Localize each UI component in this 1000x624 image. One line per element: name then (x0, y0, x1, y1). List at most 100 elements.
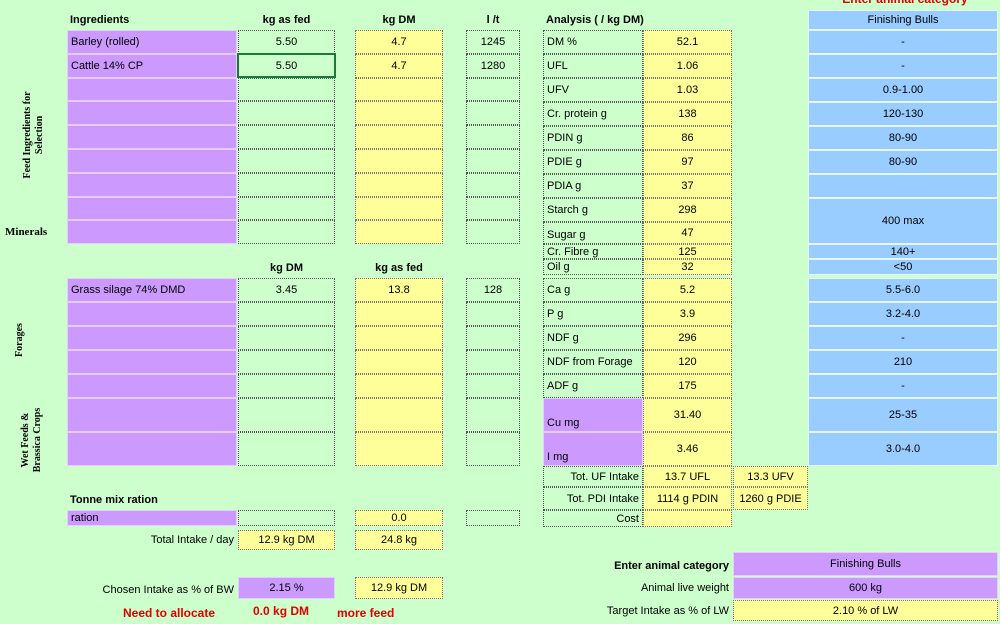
cell (355, 432, 443, 466)
header: Analysis ( / kg DM) (546, 14, 644, 26)
cell-text: 210 (808, 350, 998, 374)
cell (355, 149, 443, 173)
cell-text: UFL (543, 54, 643, 78)
cell-text: 138 (643, 102, 732, 126)
cell-text: 3.2-4.0 (808, 302, 998, 326)
cell[interactable] (67, 101, 237, 126)
cell (466, 149, 520, 173)
cell[interactable] (238, 432, 335, 466)
cell-text: 13.7 UFL (643, 466, 732, 487)
cell-text: 400 max (808, 198, 998, 244)
cell[interactable] (238, 326, 335, 350)
header: Ingredients (70, 14, 130, 26)
cell[interactable] (238, 350, 335, 374)
cell-text: PDIE g (543, 150, 643, 174)
cell-text: 120-130 (808, 102, 998, 126)
cell (466, 220, 520, 245)
selected-cell (237, 53, 336, 78)
cell[interactable] (238, 125, 335, 149)
top-note: Enter animal category (812, 0, 998, 7)
cell[interactable] (238, 149, 335, 173)
cell-text: 120 (643, 350, 732, 374)
cell-text: 37 (643, 174, 732, 198)
cell-text: 1280 (466, 53, 520, 78)
cell-text[interactable]: Cattle 14% CP (67, 53, 237, 78)
cell-text[interactable]: 5.50 (238, 30, 335, 54)
cell (355, 374, 443, 398)
header: kg DM (270, 262, 303, 274)
cell (466, 302, 520, 326)
cell[interactable] (67, 220, 237, 245)
cell-text: DM % (543, 30, 643, 54)
cell-text: 125 (643, 244, 732, 259)
side-label: Minerals (5, 226, 48, 238)
cell-text: - (808, 54, 998, 78)
header: kg as fed (375, 262, 423, 274)
warning: more feed (337, 606, 395, 620)
cell[interactable] (67, 302, 237, 326)
cell-text: Animal live weight (640, 582, 729, 594)
cell-text: Sugar g (543, 222, 643, 244)
cell[interactable] (238, 172, 335, 197)
cell-text: 80-90 (808, 126, 998, 150)
cell-text[interactable]: Barley (rolled) (67, 30, 237, 54)
cell-text: 12.9 kg DM (238, 530, 335, 550)
cell (466, 398, 520, 432)
cell-text: Chosen Intake as % of BW (102, 584, 234, 596)
cell-text[interactable]: Grass silage 74% DMD (67, 278, 237, 302)
cell[interactable] (67, 326, 237, 350)
cell-text: 2.10 % of LW (733, 600, 998, 621)
cell-text: P g (543, 302, 643, 326)
cell (355, 196, 443, 221)
cell[interactable] (238, 220, 335, 245)
side-label: Forages (14, 323, 25, 357)
cell-text: 3.9 (643, 302, 732, 326)
cell-text: PDIA g (543, 174, 643, 198)
cell (355, 326, 443, 350)
cell-text: 4.7 (355, 53, 443, 78)
cell[interactable] (238, 302, 335, 326)
cell-text: 13.3 UFV (733, 466, 808, 487)
cell-text: Cr. protein g (543, 102, 643, 126)
cell-text: Target Intake as % of LW (606, 605, 729, 617)
cell[interactable] (67, 77, 237, 102)
cell[interactable] (238, 398, 335, 432)
cell[interactable] (67, 149, 237, 173)
cell[interactable] (238, 374, 335, 398)
cell[interactable] (67, 374, 237, 398)
cell-text: - (808, 374, 998, 398)
cell-text[interactable]: Finishing Bulls (733, 552, 998, 576)
cell-text: 1114 g PDIN (643, 487, 732, 510)
cell[interactable] (238, 101, 335, 126)
cell[interactable] (238, 77, 335, 102)
cell-text[interactable]: 2.15 % (238, 577, 335, 599)
cell[interactable] (238, 196, 335, 221)
cell-text[interactable]: 600 kg (733, 577, 998, 599)
section-title: Enter animal category (614, 560, 729, 572)
cell[interactable] (67, 432, 237, 466)
cell[interactable] (67, 196, 237, 221)
cell-text: 140+ (808, 244, 998, 259)
cell[interactable] (67, 398, 237, 432)
cell-text: 3.46 (643, 432, 732, 466)
cell-text: NDF g (543, 326, 643, 350)
cell-text: 0.9-1.00 (808, 78, 998, 102)
cell-text: NDF from Forage (543, 350, 643, 374)
cell-text: 4.7 (355, 30, 443, 54)
cell-text: Cr. Fibre g (543, 244, 643, 259)
cell-text: 1.06 (643, 54, 732, 78)
cell-text: 24.8 kg (355, 530, 443, 550)
warning: 0.0 kg DM (253, 604, 310, 618)
cell-text: 86 (643, 126, 732, 150)
cell-text: <50 (808, 259, 998, 275)
cell-text[interactable]: 3.45 (238, 278, 335, 302)
cell-text: UFV (543, 78, 643, 102)
cell (355, 172, 443, 197)
cell (355, 101, 443, 126)
cell[interactable] (67, 172, 237, 197)
cell-text: Starch g (543, 198, 643, 222)
cell[interactable] (67, 350, 237, 374)
cell-text: Tot. PDI Intake (543, 487, 643, 510)
cell[interactable] (67, 125, 237, 149)
cell-text: Cost (543, 510, 643, 527)
